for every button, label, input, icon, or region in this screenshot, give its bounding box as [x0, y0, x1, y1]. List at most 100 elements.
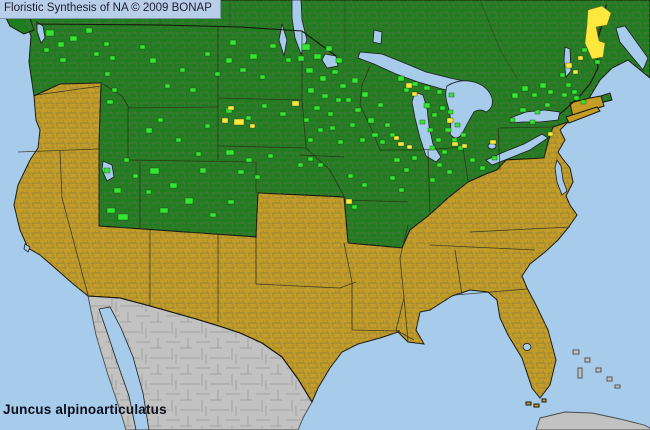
county-rare-marker — [446, 117, 454, 124]
county-rare-marker — [577, 55, 584, 61]
county-present-marker — [106, 99, 114, 105]
county-present-marker — [297, 162, 304, 168]
county-rare-marker — [451, 141, 459, 147]
lake-ontario — [509, 109, 561, 124]
county-rare-marker — [547, 131, 554, 137]
county-present-marker — [175, 137, 182, 143]
county-present-marker — [429, 177, 436, 183]
county-rare-marker — [233, 118, 245, 126]
county-present-marker — [339, 83, 347, 89]
county-present-marker — [460, 132, 467, 138]
county-present-marker — [301, 43, 311, 51]
county-rare-marker — [345, 198, 353, 205]
county-present-marker — [436, 89, 443, 95]
county-present-marker — [393, 157, 401, 163]
county-present-marker — [371, 132, 379, 138]
county-present-marker — [69, 35, 78, 42]
county-rare-marker — [489, 139, 497, 145]
county-present-marker — [335, 57, 343, 64]
county-present-marker — [444, 127, 452, 133]
county-present-marker — [279, 111, 287, 117]
county-present-marker — [139, 44, 146, 50]
map-title: Floristic Synthesis of NA © 2009 BONAP — [0, 0, 221, 19]
county-present-marker — [111, 87, 118, 93]
county-present-marker — [327, 111, 334, 117]
county-present-marker — [447, 109, 454, 115]
county-present-marker — [103, 167, 111, 174]
county-present-marker — [164, 83, 171, 89]
county-present-marker — [319, 75, 327, 82]
county-present-marker — [249, 53, 258, 60]
county-present-marker — [354, 107, 362, 113]
county-rare-marker — [406, 144, 413, 150]
county-present-marker — [209, 212, 217, 218]
county-present-marker — [594, 59, 601, 65]
county-present-marker — [351, 204, 358, 210]
county-present-marker — [179, 67, 186, 73]
county-present-marker — [351, 77, 359, 84]
county-present-marker — [204, 123, 211, 129]
lake-erie — [485, 133, 549, 166]
county-present-marker — [379, 139, 386, 145]
county-present-marker — [565, 82, 572, 88]
county-present-markers — [43, 27, 601, 221]
state-borders — [17, 0, 608, 342]
county-rare-marker — [249, 123, 256, 129]
county-present-marker — [261, 103, 268, 109]
county-present-marker — [580, 99, 587, 105]
county-present-marker — [169, 182, 178, 189]
county-present-marker — [469, 157, 476, 163]
county-present-marker — [245, 115, 252, 121]
county-present-marker — [435, 137, 442, 143]
bahamas — [572, 349, 621, 389]
lake-nipigon — [372, 29, 383, 45]
county-present-marker — [436, 162, 443, 168]
county-present-marker — [159, 207, 169, 214]
county-present-marker — [361, 91, 369, 98]
county-present-marker — [204, 51, 211, 57]
county-present-marker — [149, 57, 157, 64]
county-present-marker — [104, 71, 111, 77]
county-present-marker — [259, 74, 266, 80]
county-present-marker — [184, 197, 194, 205]
county-present-marker — [439, 105, 446, 111]
county-present-marker — [367, 117, 375, 124]
county-present-marker — [411, 155, 418, 161]
county-present-marker — [57, 41, 65, 48]
county-present-marker — [199, 167, 207, 174]
county-present-marker — [305, 67, 314, 74]
bay-of-fundy — [615, 25, 649, 71]
county-present-marker — [403, 167, 410, 173]
county-present-marker — [157, 117, 164, 123]
county-present-marker — [349, 122, 356, 128]
cuba — [535, 411, 650, 430]
species-name-label: Juncus alpinoarticulatus — [3, 402, 167, 417]
county-present-marker — [377, 102, 384, 108]
county-present-marker — [239, 67, 247, 73]
county-rare-marker — [461, 143, 468, 149]
county-present-marker — [441, 149, 448, 155]
county-present-marker — [509, 117, 516, 123]
puget-sound — [36, 21, 46, 44]
county-present-marker — [479, 165, 486, 171]
county-present-marker — [423, 102, 431, 109]
county-rare-marker — [405, 82, 413, 89]
county-present-marker — [93, 51, 100, 57]
county-present-marker — [325, 45, 333, 52]
county-present-marker — [337, 139, 344, 145]
county-present-marker — [389, 175, 396, 181]
county-present-marker — [331, 69, 339, 75]
county-present-marker — [429, 145, 436, 151]
county-rare-marker — [227, 105, 235, 111]
county-present-marker — [85, 27, 93, 34]
county-present-marker — [431, 112, 438, 118]
county-present-marker — [529, 119, 536, 125]
county-present-marker — [113, 187, 122, 194]
county-present-marker — [145, 189, 152, 195]
county-present-marker — [317, 162, 324, 168]
county-present-marker — [403, 87, 410, 93]
county-present-marker — [521, 85, 529, 92]
county-present-marker — [559, 72, 566, 78]
san-francisco-bay — [23, 243, 31, 253]
